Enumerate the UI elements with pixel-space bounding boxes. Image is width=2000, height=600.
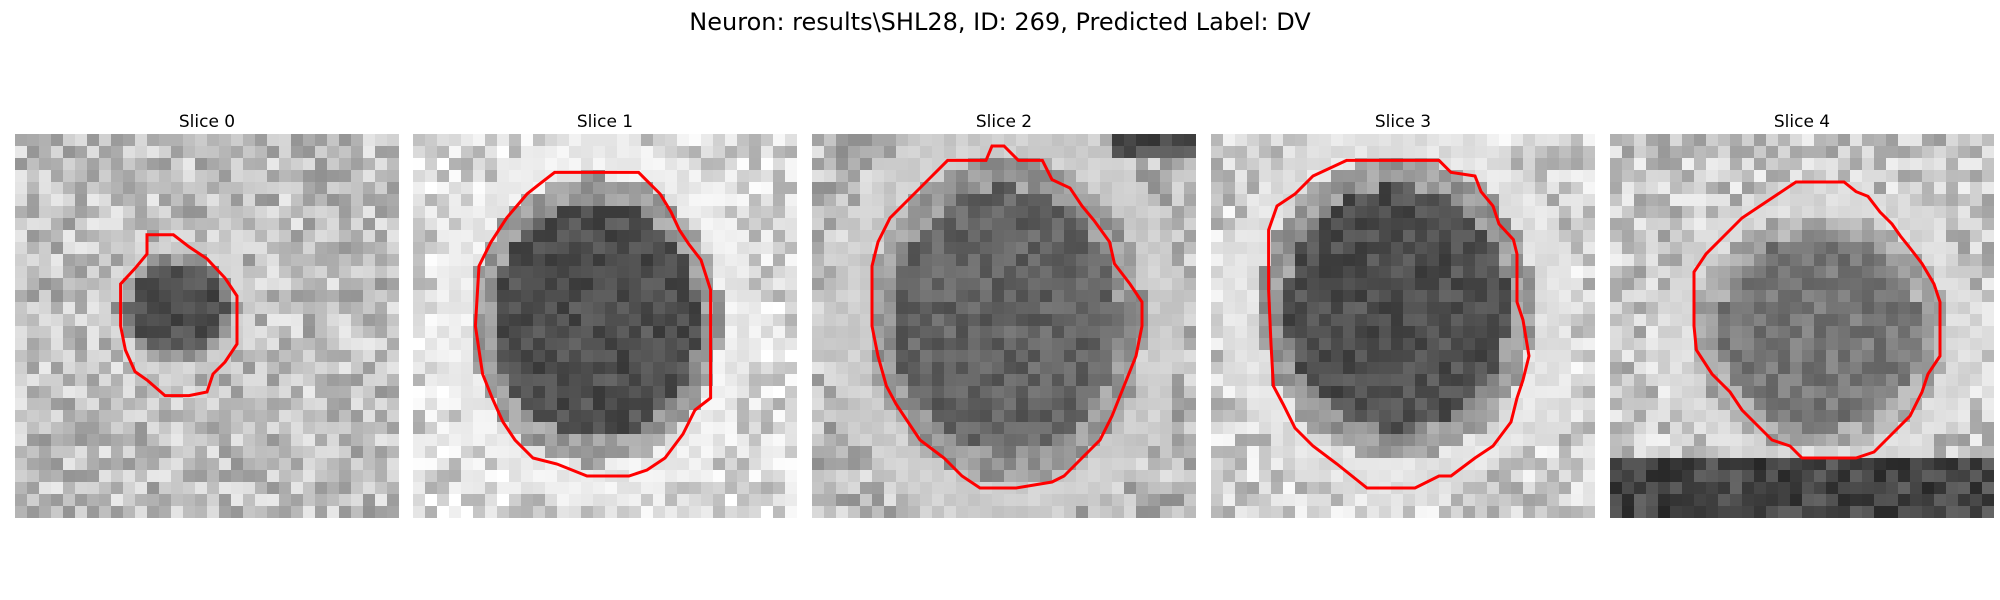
slice-title-4: Slice 4 (1773, 112, 1831, 132)
slice-image-2 (812, 134, 1196, 518)
slice-panel-3: Slice 3 (1211, 110, 1595, 518)
slice-image-3 (1211, 134, 1595, 518)
slice-panel-4: Slice 4 (1610, 110, 1994, 518)
slice-image-4 (1610, 134, 1994, 518)
slice-image-1 (413, 134, 797, 518)
figure-title: Neuron: results\SHL28, ID: 269, Predicte… (689, 8, 1311, 36)
slice-title-0: Slice 0 (178, 112, 236, 132)
slice-panel-0: Slice 0 (15, 110, 399, 518)
roi-contour-2 (870, 144, 1144, 490)
roi-contour-4 (1692, 180, 1942, 460)
slice-panel-1: Slice 1 (413, 110, 797, 518)
grayscale-pixels-1 (413, 134, 797, 518)
grayscale-pixels-0 (15, 134, 399, 518)
roi-contour-1 (473, 170, 713, 478)
slice-title-3: Slice 3 (1374, 112, 1432, 132)
grayscale-pixels-3 (1211, 134, 1595, 518)
grayscale-pixels-4 (1610, 134, 1994, 518)
slice-image-0 (15, 134, 399, 518)
slice-title-1: Slice 1 (576, 112, 634, 132)
slice-title-2: Slice 2 (975, 112, 1033, 132)
roi-contour-0 (119, 233, 239, 398)
grayscale-pixels-2 (812, 134, 1196, 518)
slice-panel-2: Slice 2 (812, 110, 1196, 518)
roi-contour-3 (1267, 158, 1531, 490)
